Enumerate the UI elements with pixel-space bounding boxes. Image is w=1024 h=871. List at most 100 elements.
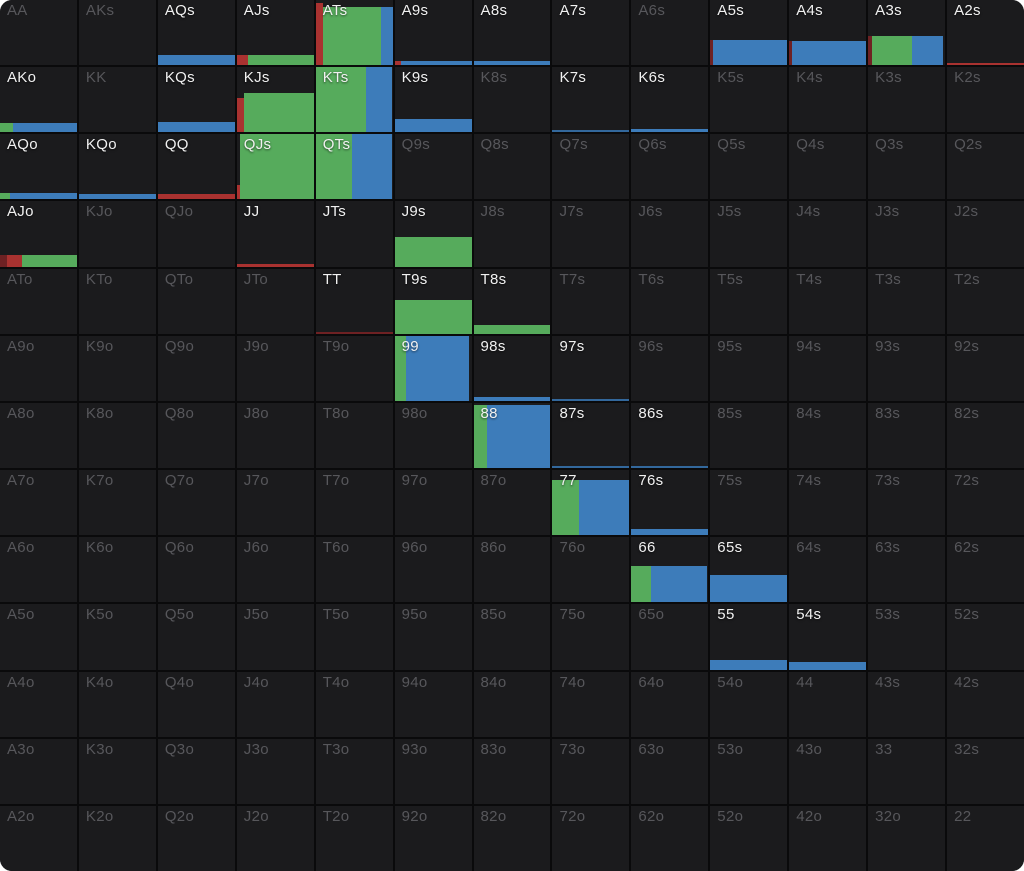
hand-cell-96o[interactable]: 96o [394,537,472,603]
hand-cell-AKo[interactable]: AKo [0,67,77,133]
hand-cell-T6s[interactable]: T6s [631,268,709,334]
hand-cell-KJs[interactable]: KJs [236,67,314,133]
hand-cell-AJo[interactable]: AJo [0,201,77,267]
hand-cell-93s[interactable]: 93s [868,335,946,401]
hand-cell-84s[interactable]: 84s [789,402,867,469]
hand-cell-83o[interactable]: 83o [473,738,551,804]
hand-cell-Q4o[interactable]: Q4o [157,671,235,737]
hand-cell-T7o[interactable]: T7o [315,470,393,536]
hand-cell-KQo[interactable]: KQo [78,134,156,200]
hand-cell-Q6s[interactable]: Q6s [631,134,709,200]
hand-cell-A2o[interactable]: A2o [0,805,77,871]
hand-cell-T6o[interactable]: T6o [315,537,393,603]
hand-cell-54o[interactable]: 54o [710,671,788,737]
hand-cell-A7s[interactable]: A7s [552,0,630,66]
hand-cell-J9o[interactable]: J9o [236,335,314,401]
hand-cell-44[interactable]: 44 [789,671,867,737]
hand-cell-J8s[interactable]: J8s [473,201,551,267]
hand-cell-T3s[interactable]: T3s [868,268,946,334]
hand-cell-K6o[interactable]: K6o [78,537,156,603]
hand-cell-ATs[interactable]: ATs [315,0,393,66]
hand-cell-A9s[interactable]: A9s [394,0,472,66]
hand-cell-J2o[interactable]: J2o [236,805,314,871]
hand-cell-T3o[interactable]: T3o [315,738,393,804]
hand-cell-QTo[interactable]: QTo [157,268,235,334]
hand-cell-83s[interactable]: 83s [868,402,946,469]
hand-cell-82o[interactable]: 82o [473,805,551,871]
hand-cell-55[interactable]: 55 [710,604,788,670]
hand-cell-J8o[interactable]: J8o [236,402,314,469]
hand-cell-JTs[interactable]: JTs [315,201,393,267]
hand-cell-77[interactable]: 77 [552,470,630,536]
hand-cell-K7o[interactable]: K7o [78,470,156,536]
hand-cell-K4s[interactable]: K4s [789,67,867,133]
hand-cell-65s[interactable]: 65s [710,537,788,603]
hand-cell-33[interactable]: 33 [868,738,946,804]
hand-cell-K5o[interactable]: K5o [78,604,156,670]
hand-cell-82s[interactable]: 82s [947,402,1024,469]
hand-cell-Q2o[interactable]: Q2o [157,805,235,871]
hand-cell-A6o[interactable]: A6o [0,537,77,603]
hand-cell-J7o[interactable]: J7o [236,470,314,536]
hand-cell-T4o[interactable]: T4o [315,671,393,737]
hand-cell-84o[interactable]: 84o [473,671,551,737]
hand-cell-J7s[interactable]: J7s [552,201,630,267]
hand-cell-92s[interactable]: 92s [947,335,1024,401]
hand-cell-Q7s[interactable]: Q7s [552,134,630,200]
hand-cell-J5s[interactable]: J5s [710,201,788,267]
hand-cell-A5s[interactable]: A5s [710,0,788,66]
hand-cell-43o[interactable]: 43o [789,738,867,804]
hand-cell-AJs[interactable]: AJs [236,0,314,66]
hand-cell-Q9o[interactable]: Q9o [157,335,235,401]
hand-cell-T9o[interactable]: T9o [315,335,393,401]
hand-cell-87o[interactable]: 87o [473,470,551,536]
hand-cell-43s[interactable]: 43s [868,671,946,737]
hand-cell-T9s[interactable]: T9s [394,268,472,334]
hand-cell-66[interactable]: 66 [631,537,709,603]
hand-cell-J2s[interactable]: J2s [947,201,1024,267]
hand-cell-J6s[interactable]: J6s [631,201,709,267]
hand-cell-J4s[interactable]: J4s [789,201,867,267]
hand-cell-97s[interactable]: 97s [552,335,630,401]
hand-cell-KK[interactable]: KK [78,67,156,133]
hand-cell-62s[interactable]: 62s [947,537,1024,603]
hand-cell-K5s[interactable]: K5s [710,67,788,133]
hand-cell-AA[interactable]: AA [0,0,77,66]
hand-cell-22[interactable]: 22 [947,805,1024,871]
hand-cell-72s[interactable]: 72s [947,470,1024,536]
hand-cell-A3s[interactable]: A3s [868,0,946,66]
hand-cell-T8s[interactable]: T8s [473,268,551,334]
hand-cell-Q3s[interactable]: Q3s [868,134,946,200]
hand-cell-K7s[interactable]: K7s [552,67,630,133]
hand-cell-TT[interactable]: TT [315,268,393,334]
hand-cell-62o[interactable]: 62o [631,805,709,871]
hand-cell-73s[interactable]: 73s [868,470,946,536]
hand-cell-64s[interactable]: 64s [789,537,867,603]
hand-cell-AQo[interactable]: AQo [0,134,77,200]
hand-cell-86s[interactable]: 86s [631,402,709,469]
hand-cell-32o[interactable]: 32o [868,805,946,871]
hand-cell-T2o[interactable]: T2o [315,805,393,871]
hand-cell-95o[interactable]: 95o [394,604,472,670]
hand-cell-QJo[interactable]: QJo [157,201,235,267]
hand-cell-K3s[interactable]: K3s [868,67,946,133]
hand-cell-K2s[interactable]: K2s [947,67,1024,133]
hand-cell-95s[interactable]: 95s [710,335,788,401]
hand-cell-J9s[interactable]: J9s [394,201,472,267]
hand-cell-52s[interactable]: 52s [947,604,1024,670]
hand-cell-73o[interactable]: 73o [552,738,630,804]
hand-cell-Q5o[interactable]: Q5o [157,604,235,670]
hand-cell-AKs[interactable]: AKs [78,0,156,66]
hand-cell-K9s[interactable]: K9s [394,67,472,133]
hand-cell-ATo[interactable]: ATo [0,268,77,334]
hand-cell-A5o[interactable]: A5o [0,604,77,670]
hand-cell-QJs[interactable]: QJs [236,134,314,200]
hand-cell-53o[interactable]: 53o [710,738,788,804]
hand-cell-A2s[interactable]: A2s [947,0,1024,66]
hand-cell-K8o[interactable]: K8o [78,402,156,469]
hand-cell-A7o[interactable]: A7o [0,470,77,536]
hand-cell-74s[interactable]: 74s [789,470,867,536]
hand-cell-85s[interactable]: 85s [710,402,788,469]
hand-cell-Q6o[interactable]: Q6o [157,537,235,603]
hand-cell-T7s[interactable]: T7s [552,268,630,334]
